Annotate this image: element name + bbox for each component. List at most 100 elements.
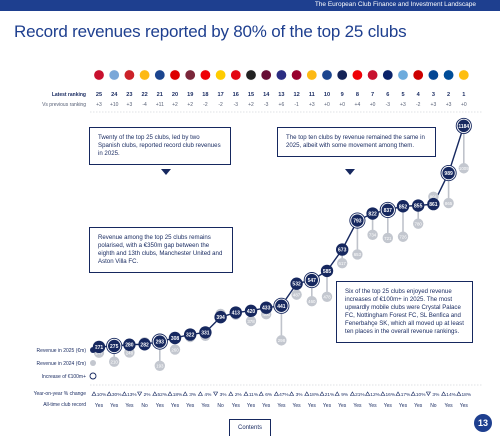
revenue-2024-label: 260 <box>171 347 179 352</box>
revenue-2025-point <box>138 338 151 351</box>
club-crest-icon <box>336 69 348 81</box>
ranking-label: 11 <box>309 92 315 98</box>
revenue-2024-label: 487 <box>293 292 301 297</box>
vs-previous-label: -4 <box>142 102 147 108</box>
vs-previous-label: -2 <box>218 102 223 108</box>
record-value: Yes <box>95 403 104 409</box>
record-value: Yes <box>460 403 469 409</box>
legend-increase: Increase of €100m+ <box>41 374 86 380</box>
record-value: Yes <box>156 403 165 409</box>
arrow-down-icon <box>137 391 143 397</box>
report-title: The European Club Finance and Investment… <box>314 1 476 8</box>
revenue-2024-point <box>397 231 409 242</box>
arrow-up-icon <box>258 391 264 396</box>
ranking-label: 24 <box>111 92 118 98</box>
ranking-label: 17 <box>217 92 223 98</box>
club-crest-icon <box>412 69 424 81</box>
contents-button[interactable]: Contents <box>229 419 271 436</box>
record-value: Yes <box>323 403 332 409</box>
legend-2025-swatch <box>90 347 96 353</box>
ranking-label: 5 <box>401 92 404 98</box>
club-crest-icon <box>123 69 135 81</box>
ranking-label: 7 <box>371 92 374 98</box>
revenue-2024-point <box>382 232 393 244</box>
revenue-2025-label: 532 <box>292 282 301 288</box>
record-value: Yes <box>125 403 134 409</box>
revenue-2025-label: 822 <box>368 212 377 218</box>
ranking-label: 23 <box>126 92 132 98</box>
arrow-up-icon <box>441 391 447 396</box>
arrow-up-icon <box>273 391 279 396</box>
vs-previous-label: -1 <box>294 102 299 108</box>
club-crest-icon <box>169 69 181 81</box>
club-crest-icon <box>215 69 227 81</box>
record-value: No <box>430 403 437 409</box>
arrow-up-icon <box>380 391 386 396</box>
revenue-2025-label: 852 <box>399 204 408 210</box>
revenue-2024-label: 726 <box>399 235 407 240</box>
record-value: Yes <box>277 403 286 409</box>
ranking-label: 19 <box>187 92 193 98</box>
ranking-label: 14 <box>263 92 270 98</box>
revenue-2024-label: 1009 <box>459 166 469 171</box>
yoy-change-label: 3% <box>189 392 197 398</box>
yoy-change-label: 2% <box>144 392 152 398</box>
yoy-change-label: 16% <box>385 392 395 398</box>
vs-previous-label: +3 <box>400 102 406 108</box>
vs-previous-label: +3 <box>431 102 437 108</box>
revenue-2025-label: 271 <box>95 345 104 351</box>
revenue-2025-point <box>366 207 379 220</box>
yoy-change-label: 6% <box>265 392 273 398</box>
revenue-2025-point <box>168 331 182 345</box>
record-value: Yes <box>384 403 393 409</box>
yoy-change-label: 18% <box>173 392 183 398</box>
revenue-2025-point <box>244 304 258 318</box>
revenue-2024-label: 248 <box>126 350 134 355</box>
club-crest-icon <box>154 69 166 81</box>
revenue-2025-label: 293 <box>156 340 165 346</box>
revenue-2025-point <box>275 299 288 312</box>
club-crest-icon <box>397 69 409 81</box>
legend-revenue-2025: Revenue in 2025 (€m) <box>36 348 86 354</box>
revenue-2024-label: 891 <box>430 195 438 200</box>
yoy-change-label: 21% <box>355 392 365 398</box>
vs-previous-label: +3 <box>446 102 452 108</box>
arrow-up-icon <box>410 391 416 396</box>
vs-previous-label: +3 <box>96 102 102 108</box>
arrow-up-icon <box>349 391 355 396</box>
revenue-2025-label: 275 <box>110 344 119 350</box>
revenue-2025-point <box>412 199 425 212</box>
revenue-2024-point <box>321 291 333 302</box>
revenue-2025-point <box>351 214 364 227</box>
ranking-label: 8 <box>356 92 359 98</box>
yoy-change-label: 18% <box>461 392 471 398</box>
page-number: 13 <box>474 414 492 432</box>
revenue-2025-label: 673 <box>338 248 347 254</box>
ranking-label: 12 <box>293 92 299 98</box>
arrow-up-icon <box>182 391 188 396</box>
arrow-up-icon <box>228 391 234 396</box>
revenue-2024-point <box>276 335 287 346</box>
arrow-up-icon <box>106 391 112 396</box>
revenue-2024-label: 298 <box>278 338 286 343</box>
revenue-2025-point <box>229 306 242 319</box>
ranking-label: 2 <box>447 92 450 98</box>
vs-previous-label: +6 <box>279 102 285 108</box>
revenue-2024-label: 193 <box>156 364 164 369</box>
record-value: Yes <box>414 403 423 409</box>
revenue-2024-label: 210 <box>111 359 119 364</box>
revenue-2025-label: 585 <box>323 269 332 275</box>
revenue-2025-point <box>381 203 394 217</box>
revenue-2025-label: 394 <box>216 315 225 321</box>
record-value: No <box>217 403 224 409</box>
revenue-2024-point <box>337 257 348 269</box>
yoy-change-label: 13% <box>127 392 137 398</box>
arrow-up-icon <box>395 391 401 396</box>
revenue-2025-label: 282 <box>140 342 149 348</box>
yoy-change-label: 4% <box>204 392 212 398</box>
revenue-2025-point <box>260 301 273 314</box>
ranking-label: 16 <box>233 92 239 98</box>
revenue-2025-point <box>214 310 227 324</box>
vs-previous-label: +3 <box>309 102 315 108</box>
ranking-label: 20 <box>172 92 178 98</box>
